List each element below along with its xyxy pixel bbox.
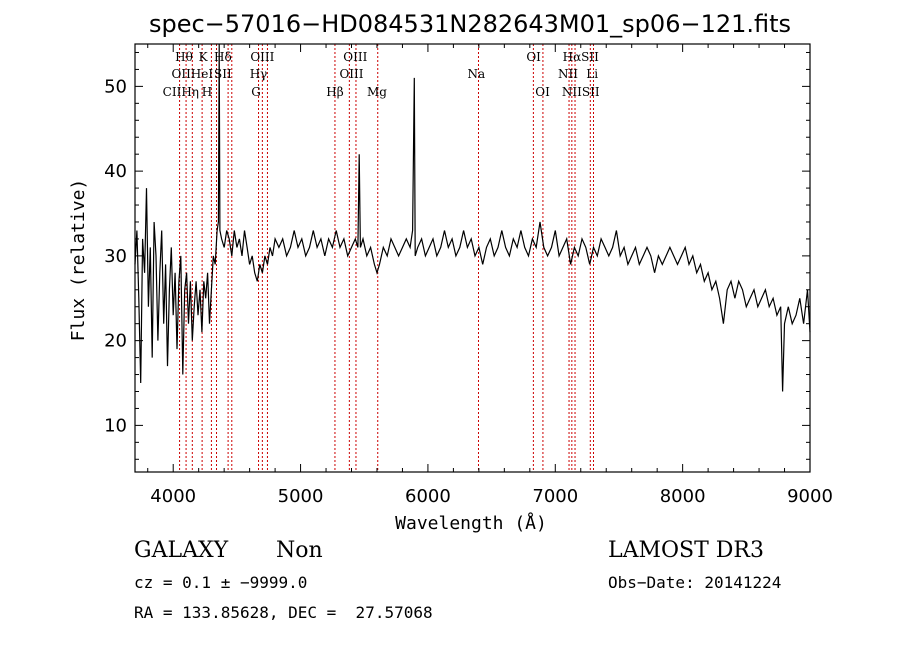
spectral-line-markers bbox=[179, 44, 594, 472]
y-axis-ticks: 10 20 30 40 50 bbox=[104, 51, 810, 460]
object-class: GALAXY bbox=[134, 538, 229, 563]
y-tick-label-20: 20 bbox=[104, 331, 127, 352]
line-label-1: K bbox=[199, 50, 209, 64]
line-label-11: Na bbox=[467, 67, 485, 81]
x-tick-label-4000: 4000 bbox=[150, 486, 196, 507]
x-axis-ticks: 4000 5000 6000 7000 8000 9000 bbox=[147, 44, 833, 507]
line-label-5: OI bbox=[526, 50, 541, 64]
line-label-3: OIII bbox=[250, 50, 274, 64]
x-axis-label: Wavelength (Å) bbox=[395, 512, 547, 534]
line-label-10: OIII bbox=[339, 67, 363, 81]
line-label-9: Hγ bbox=[250, 67, 268, 81]
line-label-4: OIII bbox=[343, 50, 367, 64]
observation-date: Obs−Date: 20141224 bbox=[608, 573, 782, 592]
x-tick-label-6000: 6000 bbox=[405, 486, 451, 507]
line-label-2: Hδ bbox=[214, 50, 232, 64]
y-axis-label: Flux (relative) bbox=[68, 179, 89, 342]
chart-title: spec−57016−HD084531N282643M01_sp06−121.f… bbox=[149, 10, 791, 38]
y-tick-label-50: 50 bbox=[104, 76, 127, 97]
spectrum-line bbox=[134, 43, 811, 392]
line-label-18: Mg bbox=[367, 85, 387, 99]
line-label-0: Hθ bbox=[175, 50, 193, 64]
line-label-17: Hβ bbox=[326, 85, 343, 99]
x-tick-label-7000: 7000 bbox=[532, 486, 578, 507]
survey-name: LAMOST DR3 bbox=[608, 538, 764, 563]
x-tick-label-5000: 5000 bbox=[278, 486, 324, 507]
y-tick-label-30: 30 bbox=[104, 246, 127, 267]
line-label-7: OIIHeI bbox=[171, 67, 213, 81]
plot-frame bbox=[134, 43, 811, 473]
line-label-6: HαSII bbox=[563, 50, 600, 64]
redshift-cz: cz = 0.1 ± −9999.0 bbox=[134, 573, 308, 592]
ra-dec-coordinates: RA = 133.85628, DEC = 27.57068 bbox=[134, 603, 433, 622]
line-label-12: NII bbox=[558, 67, 578, 81]
line-label-8: SII bbox=[214, 67, 232, 81]
object-subclass: Non bbox=[276, 538, 323, 563]
y-tick-label-40: 40 bbox=[104, 161, 127, 182]
x-tick-label-9000: 9000 bbox=[787, 486, 833, 507]
line-label-13: Li bbox=[586, 67, 598, 81]
line-label-16: G bbox=[251, 85, 261, 99]
line-label-15: H bbox=[202, 85, 212, 99]
y-tick-label-10: 10 bbox=[104, 415, 127, 436]
x-tick-label-8000: 8000 bbox=[660, 486, 706, 507]
spectral-line-labels: Hθ K Hδ OIII OIII OI HαSII OIIHeI SII Hγ OIII Na NII… bbox=[163, 50, 600, 99]
line-label-19: OI bbox=[535, 85, 550, 99]
line-label-14: CIIHη bbox=[163, 85, 199, 99]
line-label-20: NIISII bbox=[562, 85, 600, 99]
